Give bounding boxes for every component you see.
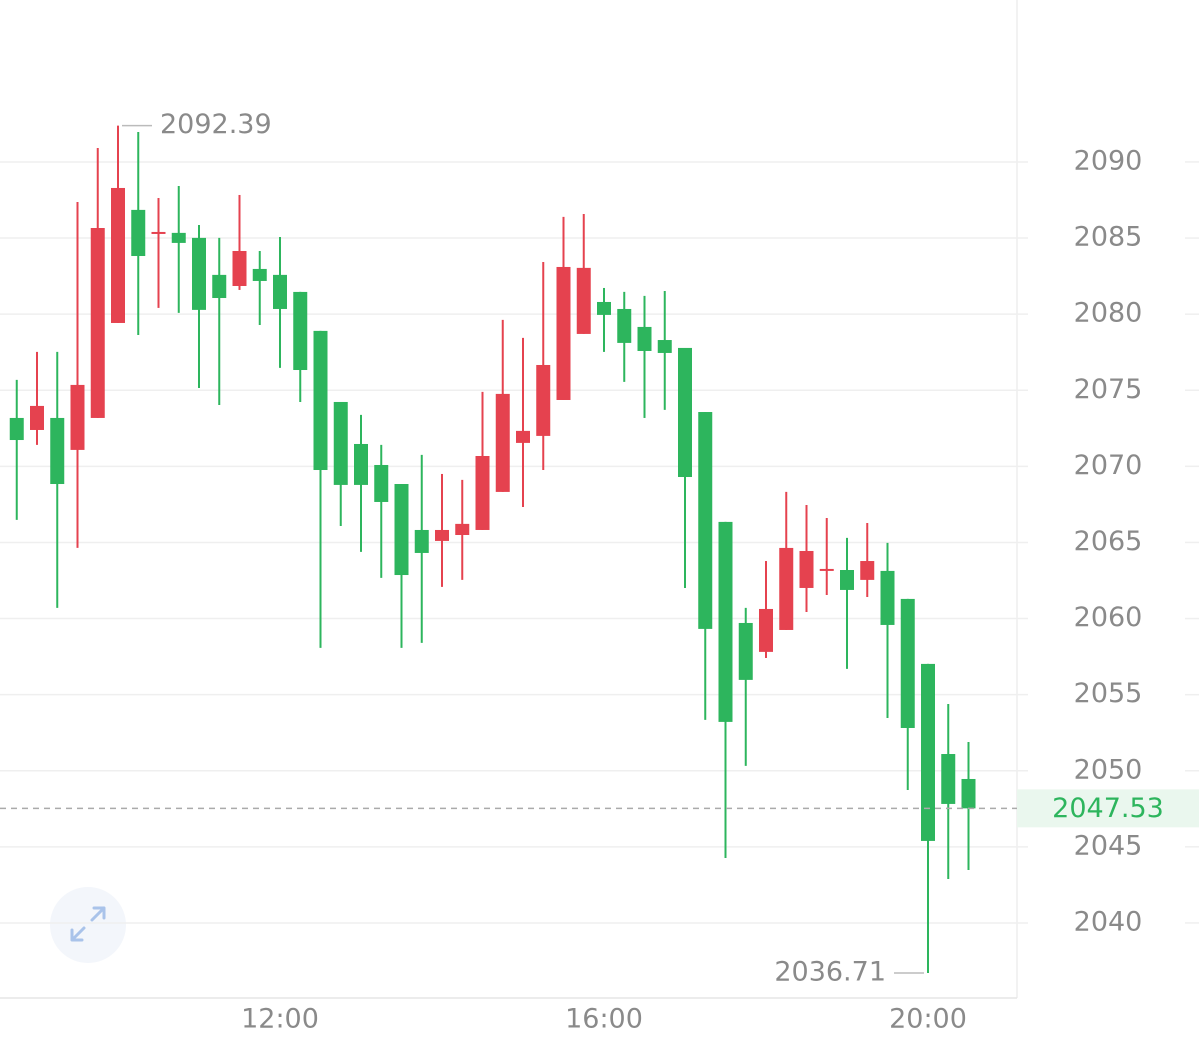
candle-body (819, 568, 834, 571)
y-tick-label: 2085 (1074, 222, 1143, 253)
candle-body (617, 308, 632, 343)
candle-body (799, 550, 814, 588)
candle-body (374, 464, 389, 502)
high-label: 2092.39 (160, 109, 272, 140)
candle-body (313, 330, 328, 471)
expand-icon (70, 906, 106, 942)
candle-body (70, 384, 85, 450)
candle-body (779, 547, 794, 630)
x-tick-label: 20:00 (889, 1004, 967, 1035)
candle-body (738, 622, 753, 680)
candle-body (840, 570, 854, 590)
candle-body (394, 484, 409, 576)
candle-body (678, 347, 692, 478)
candle-body (9, 417, 24, 441)
candle-body (597, 301, 611, 315)
candle-body (131, 209, 146, 257)
candle-body (273, 274, 287, 309)
candle-body (900, 598, 915, 728)
y-tick-label: 2090 (1074, 145, 1143, 176)
candle-body (475, 456, 490, 530)
candle-body (860, 561, 875, 580)
candle-body (698, 412, 713, 629)
candle-body (252, 268, 267, 281)
y-tick-label: 2050 (1074, 754, 1143, 785)
x-tick-label: 16:00 (565, 1004, 643, 1035)
x-tick-label: 12:00 (241, 1004, 319, 1035)
candle-body (354, 443, 368, 485)
y-tick-label: 2065 (1074, 526, 1143, 557)
candle-body (759, 608, 773, 652)
candle-body (171, 232, 186, 243)
candle-body (941, 754, 956, 804)
expand-button[interactable] (50, 887, 126, 963)
candle-body (333, 401, 348, 485)
low-label: 2036.71 (774, 957, 886, 988)
candle-body (50, 417, 65, 485)
candle-body (151, 231, 166, 234)
candle-body (880, 570, 895, 625)
y-tick-label: 2075 (1074, 374, 1143, 405)
candle-body (718, 521, 733, 722)
y-tick-label: 2040 (1074, 906, 1143, 937)
expand-button-bg (50, 887, 126, 963)
last-price-box (1017, 789, 1199, 828)
candle-body (111, 187, 125, 323)
candle-body (516, 430, 530, 443)
candle-body (961, 778, 976, 809)
candle-body (495, 393, 510, 492)
y-tick-label: 2045 (1074, 830, 1143, 861)
candle-body (30, 405, 44, 430)
y-tick-label: 2080 (1074, 298, 1143, 329)
candle-body (232, 250, 247, 286)
y-tick-label: 2060 (1074, 602, 1143, 633)
candle-body (657, 340, 672, 353)
candle-body (556, 266, 571, 400)
y-tick-label: 2055 (1074, 678, 1143, 709)
candle-body (414, 529, 429, 553)
candle-body (212, 274, 227, 299)
candle-body (921, 663, 935, 841)
candle-body (435, 529, 449, 541)
candle-body (192, 237, 206, 310)
candle-body (455, 523, 470, 535)
last-price-label: 2047.53 (1052, 793, 1164, 824)
y-tick-label: 2070 (1074, 450, 1143, 481)
candle-body (637, 326, 652, 351)
candle-body (90, 228, 105, 418)
candle-body (536, 364, 551, 436)
candle-body (576, 267, 591, 334)
candle-body (293, 291, 308, 371)
